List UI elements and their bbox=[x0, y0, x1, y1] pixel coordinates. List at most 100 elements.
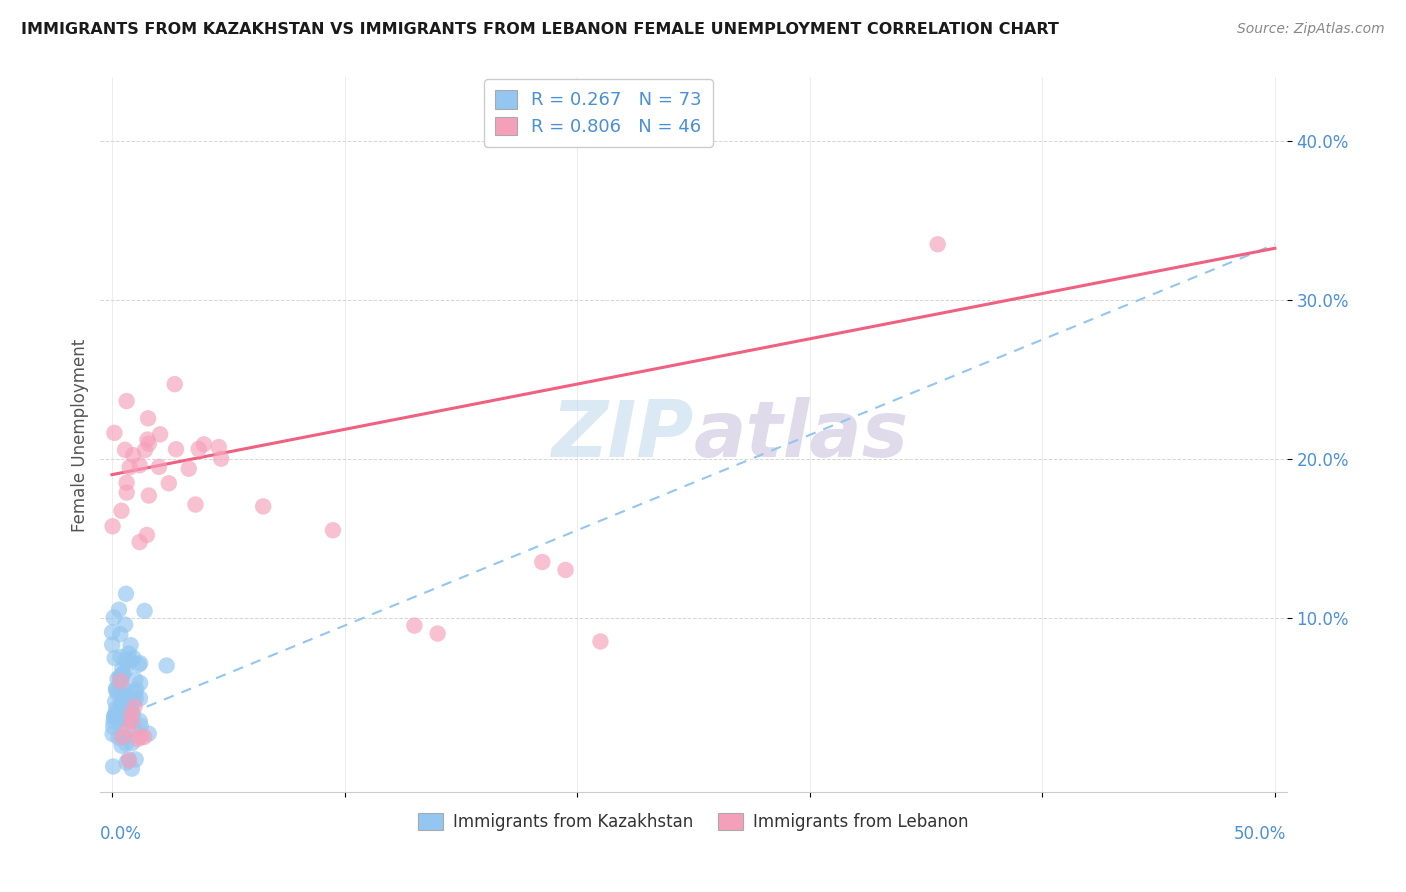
Point bbox=[110, 739, 132, 753]
Point bbox=[209, 451, 232, 466]
Point bbox=[134, 730, 156, 744]
Point bbox=[110, 698, 132, 712]
Point bbox=[110, 672, 132, 686]
Point bbox=[531, 555, 554, 569]
Point bbox=[122, 707, 145, 722]
Text: 0.0%: 0.0% bbox=[100, 824, 142, 843]
Point bbox=[125, 682, 148, 697]
Point bbox=[101, 519, 124, 533]
Text: ZIP: ZIP bbox=[551, 397, 693, 473]
Point bbox=[122, 695, 145, 709]
Point bbox=[111, 668, 134, 682]
Point bbox=[138, 489, 160, 503]
Point bbox=[134, 443, 156, 458]
Point bbox=[426, 626, 449, 640]
Point bbox=[117, 647, 139, 661]
Point bbox=[114, 701, 136, 715]
Point bbox=[107, 731, 129, 745]
Point bbox=[115, 756, 138, 770]
Point bbox=[115, 653, 138, 667]
Point bbox=[117, 689, 139, 703]
Point bbox=[124, 752, 146, 766]
Point bbox=[101, 727, 124, 741]
Point bbox=[110, 627, 132, 641]
Point bbox=[110, 716, 132, 731]
Point bbox=[110, 649, 132, 664]
Point bbox=[124, 723, 146, 737]
Point bbox=[114, 617, 136, 632]
Point bbox=[124, 686, 146, 700]
Point bbox=[118, 754, 141, 768]
Point bbox=[105, 685, 128, 699]
Point bbox=[114, 688, 136, 702]
Point bbox=[111, 666, 134, 681]
Point bbox=[104, 695, 127, 709]
Point bbox=[121, 762, 143, 776]
Point bbox=[187, 442, 209, 456]
Point bbox=[103, 710, 125, 724]
Point bbox=[103, 759, 125, 773]
Point bbox=[112, 690, 135, 705]
Point bbox=[128, 657, 150, 672]
Point bbox=[129, 691, 152, 706]
Point bbox=[129, 676, 152, 690]
Point bbox=[103, 610, 125, 624]
Point bbox=[108, 670, 131, 684]
Point bbox=[105, 702, 128, 716]
Point bbox=[104, 706, 127, 721]
Point bbox=[110, 696, 132, 710]
Point bbox=[121, 736, 143, 750]
Text: IMMIGRANTS FROM KAZAKHSTAN VS IMMIGRANTS FROM LEBANON FEMALE UNEMPLOYMENT CORREL: IMMIGRANTS FROM KAZAKHSTAN VS IMMIGRANTS… bbox=[21, 22, 1059, 37]
Point bbox=[165, 442, 187, 457]
Point bbox=[554, 563, 576, 577]
Point bbox=[128, 714, 150, 728]
Point bbox=[115, 394, 138, 409]
Point bbox=[120, 638, 142, 652]
Point bbox=[103, 720, 125, 734]
Point bbox=[138, 436, 160, 450]
Point bbox=[111, 662, 134, 676]
Point bbox=[129, 730, 152, 744]
Point bbox=[115, 736, 138, 750]
Point bbox=[157, 476, 180, 491]
Point bbox=[114, 664, 136, 678]
Point bbox=[252, 500, 274, 514]
Point bbox=[128, 458, 150, 473]
Text: atlas: atlas bbox=[693, 397, 908, 473]
Point bbox=[115, 475, 138, 490]
Point bbox=[138, 727, 160, 741]
Point bbox=[129, 657, 152, 671]
Point bbox=[122, 650, 145, 665]
Point bbox=[129, 719, 152, 733]
Point bbox=[193, 437, 215, 451]
Point bbox=[404, 618, 426, 632]
Point bbox=[121, 714, 143, 729]
Point bbox=[122, 448, 145, 462]
Point bbox=[128, 535, 150, 549]
Text: 50.0%: 50.0% bbox=[1234, 824, 1286, 843]
Point bbox=[120, 654, 142, 668]
Point bbox=[156, 658, 179, 673]
Point bbox=[115, 587, 138, 601]
Point bbox=[101, 625, 124, 640]
Point bbox=[148, 459, 170, 474]
Point bbox=[104, 651, 127, 665]
Point bbox=[127, 731, 149, 746]
Point bbox=[114, 442, 136, 457]
Point bbox=[110, 670, 132, 684]
Point bbox=[107, 672, 129, 686]
Point bbox=[184, 498, 207, 512]
Point bbox=[589, 634, 612, 648]
Point bbox=[114, 730, 136, 744]
Point bbox=[136, 433, 159, 447]
Text: Source: ZipAtlas.com: Source: ZipAtlas.com bbox=[1237, 22, 1385, 37]
Point bbox=[118, 460, 141, 475]
Point bbox=[105, 681, 128, 696]
Point bbox=[110, 504, 132, 518]
Point bbox=[103, 425, 125, 440]
Point bbox=[120, 706, 142, 720]
Point bbox=[110, 674, 132, 689]
Point bbox=[114, 684, 136, 698]
Point bbox=[117, 752, 139, 766]
Point bbox=[105, 682, 128, 697]
